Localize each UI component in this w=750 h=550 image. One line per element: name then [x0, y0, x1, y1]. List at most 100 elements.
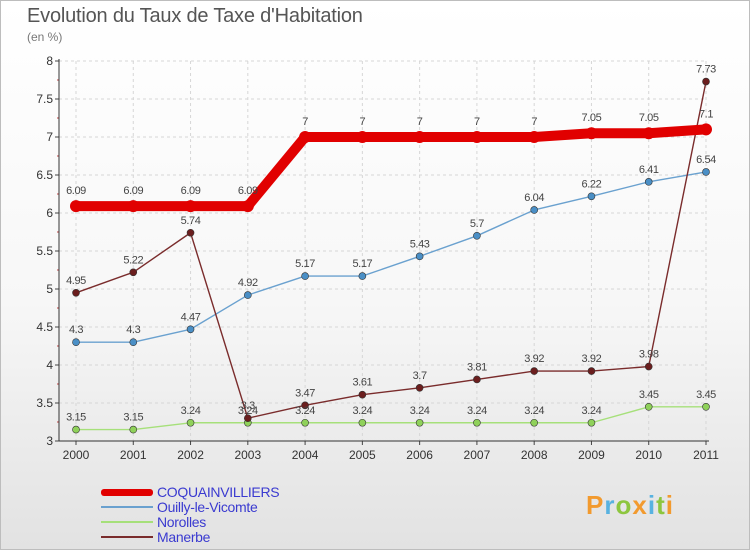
data-label: 3.24: [352, 405, 372, 417]
x-tick-label: 2002: [177, 448, 204, 462]
data-label: 3.15: [66, 412, 86, 424]
data-label: 3.24: [295, 405, 315, 417]
y-tick-label: 4.5: [36, 320, 53, 334]
data-point: [356, 131, 369, 143]
data-point: [587, 418, 596, 427]
data-label: 6.09: [238, 185, 258, 197]
y-tick-label: 8: [46, 54, 53, 68]
logo-letter: P: [586, 490, 605, 520]
x-tick-label: 2000: [63, 448, 90, 462]
logo-letter: t: [656, 490, 666, 520]
data-point: [129, 338, 138, 347]
data-point: [358, 272, 367, 280]
data-label: 5.43: [410, 238, 430, 250]
legend-swatch: [101, 506, 153, 508]
data-point: [415, 252, 424, 261]
data-point: [358, 418, 367, 427]
data-point: [415, 418, 424, 427]
data-point: [127, 200, 140, 213]
y-tick-label: 4: [46, 358, 53, 372]
data-label: 5.17: [295, 258, 315, 270]
series-line: [75, 406, 707, 431]
data-label: 7.1: [699, 108, 713, 120]
legend-swatch: [101, 521, 153, 523]
x-tick-label: 2007: [464, 448, 491, 462]
data-point: [301, 401, 309, 410]
data-label: 5.7: [470, 218, 484, 230]
data-point: [473, 232, 481, 240]
x-tick-label: 2003: [234, 448, 261, 462]
y-tick-label: 3.5: [36, 396, 53, 410]
data-label: 3.92: [582, 353, 602, 365]
y-tick-label: 7: [46, 130, 53, 144]
data-point: [184, 200, 197, 213]
data-label: 3.15: [123, 412, 143, 424]
data-label: 4.95: [66, 275, 86, 287]
series-line: [75, 171, 707, 343]
x-tick-label: 2010: [635, 448, 662, 462]
y-tick-label: 3: [46, 434, 53, 448]
data-label: 4.92: [238, 277, 258, 289]
data-label: 3.24: [467, 405, 487, 417]
series-line: [75, 80, 707, 419]
data-point: [530, 418, 538, 427]
logo-letter: x: [632, 490, 648, 520]
axes: 3 3.5 4 4.5 5 5.5 6 6.5 7 7.5 8 2000 2001 2002 2003 200…: [36, 54, 719, 462]
x-tick-label: 2011: [693, 448, 719, 462]
data-label: 7: [360, 116, 366, 128]
data-label: 3.24: [524, 405, 544, 417]
data-label: 7: [302, 116, 308, 128]
legend-label: Manerbe: [157, 529, 211, 545]
legend-label: COQUAINVILLIERS: [157, 484, 280, 500]
data-point: [702, 168, 710, 176]
data-label: 3.24: [238, 405, 258, 417]
data-point: [358, 390, 367, 399]
data-point: [415, 383, 424, 392]
data-point: [72, 425, 80, 434]
data-point: [585, 127, 598, 140]
x-tick-label: 2008: [521, 448, 548, 462]
data-point: [72, 338, 80, 347]
data-point: [473, 418, 481, 427]
data-point: [129, 425, 138, 434]
logo-letter: i: [665, 490, 674, 520]
data-label: 3.92: [524, 353, 544, 365]
data-point: [642, 127, 655, 140]
data-label: 6.41: [639, 164, 659, 176]
data-point: [72, 288, 80, 297]
data-point: [244, 414, 252, 423]
y-tick-label: 7.5: [36, 92, 53, 106]
data-label: 7.05: [639, 112, 659, 124]
x-tick-label: 2005: [349, 448, 376, 462]
data-label: 3.24: [181, 405, 201, 417]
data-point: [470, 131, 483, 143]
data-labels: 6.09 6.09 6.09 6.09 7 7 7 7 7 7.05 7.05 7.1 4.3 4.3 4.…: [66, 64, 716, 424]
data-point: [587, 367, 596, 375]
y-tick-label: 5.5: [36, 244, 53, 258]
logo-letter: i: [647, 490, 657, 520]
data-point: [700, 123, 712, 136]
series-line: [71, 124, 711, 212]
legend-swatch: [101, 489, 153, 496]
data-label: 3.81: [467, 361, 487, 373]
data-point: [530, 206, 538, 214]
legend-label: Ouilly-le-Vicomte: [157, 499, 258, 515]
legend-swatch: [101, 536, 153, 538]
data-point: [413, 131, 426, 143]
data-label: 4.3: [69, 324, 83, 336]
data-label: 7: [474, 116, 480, 128]
legend-label: Norolles: [157, 514, 206, 530]
data-label: 6.04: [524, 192, 544, 204]
data-label: 3.24: [582, 405, 602, 417]
y-tick-label: 5: [46, 282, 53, 296]
data-label: 7: [417, 116, 423, 128]
data-point: [644, 362, 653, 371]
y-tick-label: 6: [46, 206, 53, 220]
series-lines: [70, 77, 712, 434]
chart-unit: (en %): [27, 30, 63, 44]
data-label: 3.98: [639, 349, 659, 361]
data-label: 3.45: [639, 389, 659, 401]
data-point: [301, 272, 309, 280]
data-label: 6.09: [181, 185, 201, 197]
